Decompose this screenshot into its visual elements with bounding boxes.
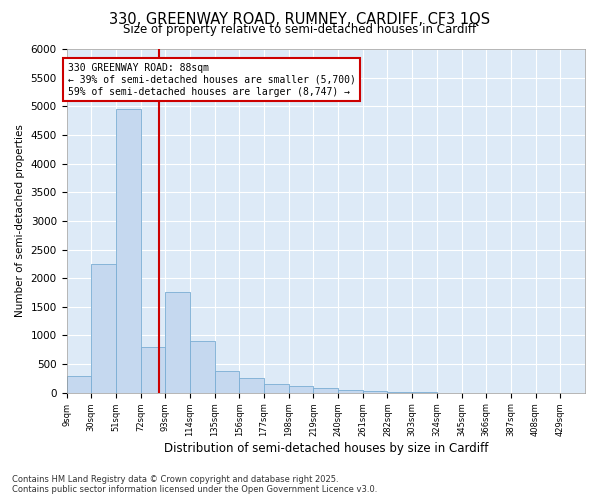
Bar [289, 386, 313, 392]
X-axis label: Distribution of semi-detached houses by size in Cardiff: Distribution of semi-detached houses by … [164, 442, 488, 455]
Bar [190, 341, 215, 392]
Y-axis label: Number of semi-detached properties: Number of semi-detached properties [15, 124, 25, 318]
Bar [67, 376, 91, 392]
Bar [363, 391, 388, 392]
Bar [140, 347, 165, 393]
Text: Contains HM Land Registry data © Crown copyright and database right 2025.
Contai: Contains HM Land Registry data © Crown c… [12, 474, 377, 494]
Bar [91, 264, 116, 392]
Text: 330 GREENWAY ROAD: 88sqm
← 39% of semi-detached houses are smaller (5,700)
59% o: 330 GREENWAY ROAD: 88sqm ← 39% of semi-d… [68, 64, 356, 96]
Text: 330, GREENWAY ROAD, RUMNEY, CARDIFF, CF3 1QS: 330, GREENWAY ROAD, RUMNEY, CARDIFF, CF3… [109, 12, 491, 28]
Bar [264, 384, 289, 392]
Bar [165, 292, 190, 392]
Bar [116, 109, 140, 393]
Bar [338, 390, 363, 392]
Bar [239, 378, 264, 392]
Bar [215, 371, 239, 392]
Text: Size of property relative to semi-detached houses in Cardiff: Size of property relative to semi-detach… [124, 22, 476, 36]
Bar [313, 388, 338, 392]
